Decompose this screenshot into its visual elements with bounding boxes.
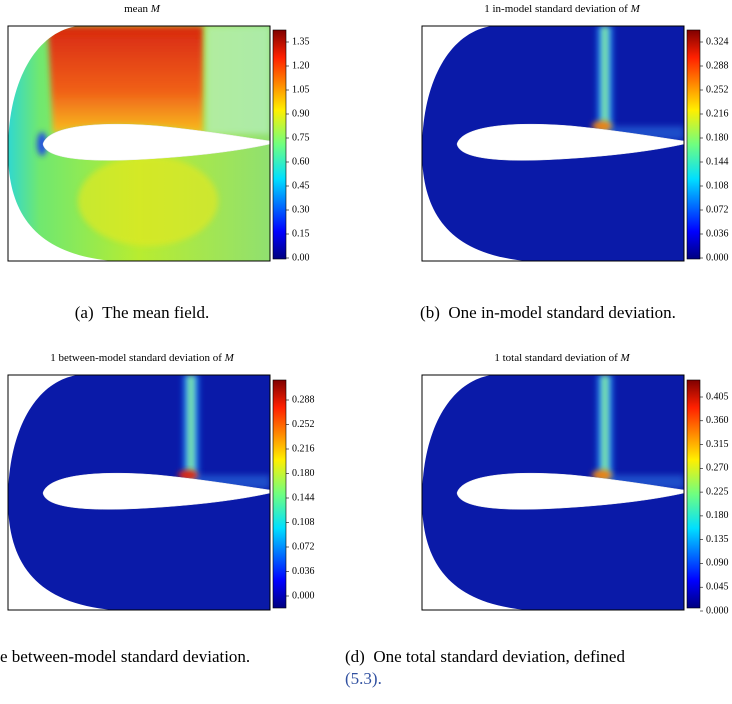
caption-label: (a) bbox=[75, 303, 94, 322]
colorbar bbox=[686, 29, 701, 260]
colorbar-tick-label: 0.090 bbox=[706, 558, 729, 569]
colorbar-tick-label: 0.108 bbox=[706, 180, 729, 191]
field bbox=[421, 374, 685, 611]
panel: 1 in-model standard deviation of M 0.324 0… bbox=[420, 3, 728, 322]
colorbar-tick-label: 0.15 bbox=[292, 228, 310, 239]
field-aft bbox=[206, 26, 270, 134]
colorbar bbox=[272, 379, 287, 609]
colorbar-tick-label: 0.288 bbox=[706, 60, 729, 71]
caption-text: (5.3). bbox=[345, 669, 382, 688]
colorbar-tick-label: 0.90 bbox=[292, 108, 310, 119]
colorbar-tick-label: 0.315 bbox=[706, 439, 729, 450]
colorbar-tick-label: 0.360 bbox=[706, 415, 729, 426]
shock-band bbox=[594, 375, 616, 480]
colorbar-tick-label: 0.270 bbox=[706, 463, 729, 474]
colorbar-tick-label: 0.45 bbox=[292, 180, 310, 191]
colorbar-tick-label: 0.225 bbox=[706, 486, 729, 497]
shock-band bbox=[594, 26, 616, 131]
colorbar-tick-label: 0.036 bbox=[706, 228, 729, 239]
caption-label: (b) bbox=[420, 303, 440, 322]
colorbar-tick-label: 0.072 bbox=[706, 204, 729, 215]
caption: (5.3). bbox=[345, 669, 382, 688]
caption-text: One total standard deviation, defined bbox=[373, 647, 625, 666]
caption: (a) The mean field. bbox=[75, 303, 210, 322]
hot-spot bbox=[178, 470, 198, 480]
colorbar-tick-label: 0.60 bbox=[292, 156, 310, 167]
field-high bbox=[48, 26, 203, 134]
panel-title: 1 total standard deviation of M bbox=[494, 352, 630, 364]
colorbar-tick-label: 1.20 bbox=[292, 60, 310, 71]
colorbar-tick-label: 0.216 bbox=[292, 443, 315, 454]
colorbar bbox=[686, 379, 701, 609]
hot-spot bbox=[592, 121, 612, 131]
title-symbol: M bbox=[224, 352, 235, 364]
colorbar-tick-label: 0.324 bbox=[706, 36, 729, 47]
panel-title: 1 in-model standard deviation of M bbox=[484, 3, 640, 15]
colorbar-tick-label: 0.000 bbox=[292, 590, 315, 601]
panel-title: 1 between-model standard deviation of M bbox=[50, 352, 234, 364]
colorbar-tick-label: 0.180 bbox=[706, 132, 729, 143]
colorbar-tick-label: 0.045 bbox=[706, 582, 729, 593]
panel: mean M 1.35 1.20 1.05 0.90 0.75 0.60 0.45 0.30 0.… bbox=[7, 3, 310, 322]
plot-frame bbox=[7, 374, 271, 611]
panel-title: mean M bbox=[124, 3, 161, 15]
colorbar-tick-label: 0.036 bbox=[292, 566, 315, 577]
colorbar-tick-label: 1.05 bbox=[292, 84, 310, 95]
colorbar-tick-label: 0.072 bbox=[292, 541, 315, 552]
field bbox=[7, 25, 271, 262]
colorbar-tick-label: 0.75 bbox=[292, 132, 310, 143]
colorbar-tick-label: 0.405 bbox=[706, 391, 729, 402]
field-stag bbox=[37, 132, 47, 156]
title-symbol: M bbox=[630, 3, 641, 15]
title-symbol: M bbox=[150, 3, 161, 15]
colorbar-tick-label: 0.288 bbox=[292, 394, 315, 405]
field-lower bbox=[78, 156, 218, 246]
caption: (b) One in-model standard deviation. bbox=[420, 303, 676, 322]
colorbar-tick-label: 0.144 bbox=[292, 492, 315, 503]
caption-text: The mean field. bbox=[102, 303, 209, 322]
colorbar-tick-label: 0.30 bbox=[292, 204, 310, 215]
colorbar-tick-label: 0.00 bbox=[292, 252, 310, 263]
colorbar-tick-label: 1.35 bbox=[292, 36, 310, 47]
colorbar-tick-label: 0.135 bbox=[706, 534, 729, 545]
colorbar bbox=[272, 29, 287, 260]
colorbar-tick-label: 0.000 bbox=[706, 605, 729, 616]
field bbox=[421, 25, 685, 262]
field bbox=[7, 374, 271, 611]
colorbar-tick-label: 0.252 bbox=[706, 84, 729, 95]
caption-text: One in-model standard deviation. bbox=[448, 303, 676, 322]
title-text: mean bbox=[124, 3, 148, 15]
caption-text: e between-model standard deviation. bbox=[0, 647, 250, 666]
plot-frame bbox=[421, 374, 685, 611]
plot-frame bbox=[7, 25, 271, 262]
panel: 1 between-model standard deviation of M 0… bbox=[0, 352, 315, 666]
colorbar-tick-label: 0.108 bbox=[292, 517, 315, 528]
colorbar-tick-label: 0.180 bbox=[706, 510, 729, 521]
title-symbol: M bbox=[620, 352, 631, 364]
panel: 1 total standard deviation of M 0.405 0.36… bbox=[345, 352, 729, 688]
caption-label: (d) bbox=[345, 647, 365, 666]
caption: (d) One total standard deviation, define… bbox=[345, 647, 625, 666]
colorbar-tick-label: 0.180 bbox=[292, 468, 315, 479]
colorbar-tick-label: 0.000 bbox=[706, 252, 729, 263]
colorbar-tick-label: 0.252 bbox=[292, 419, 315, 430]
title-text: 1 between-model standard deviation of bbox=[50, 352, 222, 364]
shock-band bbox=[180, 375, 202, 480]
plot-frame bbox=[421, 25, 685, 262]
caption: e between-model standard deviation. bbox=[0, 647, 250, 666]
title-text: 1 in-model standard deviation of bbox=[484, 3, 628, 15]
colorbar-tick-label: 0.216 bbox=[706, 108, 729, 119]
hot-spot bbox=[592, 470, 612, 480]
colorbar-tick-label: 0.144 bbox=[706, 156, 729, 167]
title-text: 1 total standard deviation of bbox=[494, 352, 618, 364]
